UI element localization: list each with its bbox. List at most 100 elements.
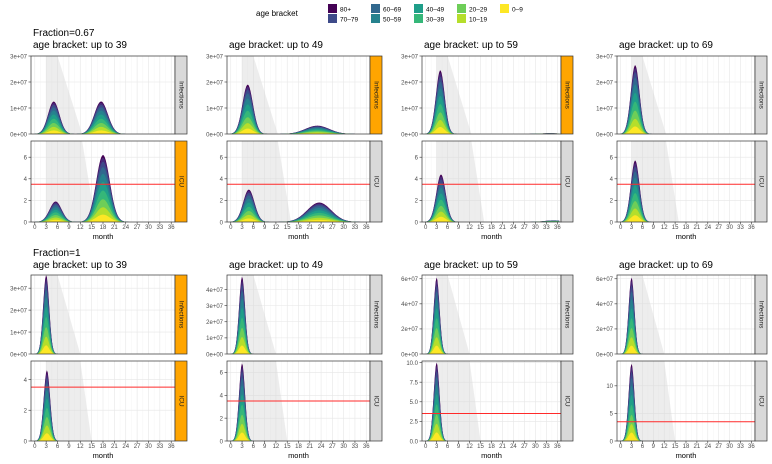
panel-r1c4-infections-areas [620, 65, 754, 134]
y-tick-label: 0 [220, 439, 224, 445]
y-tick-label: 1e+07 [206, 336, 224, 342]
y-tick-label: 0e+00 [401, 132, 419, 138]
y-tick-label: 6 [220, 156, 224, 162]
y-tick-label: 4e+07 [206, 288, 224, 294]
panel-r2c2-title: age bracket: up to 49 [229, 260, 323, 271]
y-tick-label: 0 [24, 439, 28, 445]
y-tick-label: 3e+07 [206, 54, 224, 60]
panel-r1c1: age bracket: up to 39 0e+00 1e+07 2e+07 3e+0… [10, 40, 188, 241]
y-tick-label: 0e+00 [10, 132, 28, 138]
panel-r2c1-infections-strip-label: Infections [178, 301, 185, 330]
panel-r1c1-icu-areas [34, 155, 174, 222]
area-layer-10 [425, 127, 560, 134]
area-layer-10 [620, 345, 754, 354]
legend-label: 50–59 [383, 17, 401, 24]
panel-r1c2-icu-strip [369, 140, 383, 223]
area-layer-10 [34, 214, 174, 222]
panel-r2c4-icu-strip [754, 360, 768, 442]
y-tick-label: 2e+07 [206, 320, 224, 326]
panel-r2c4-infections-strip [754, 274, 768, 355]
y-tick-label: 4 [24, 177, 28, 183]
x-tick-label: 27 [329, 444, 336, 450]
panel-r1c1-infections-strip [174, 55, 188, 135]
x-tick-label: 3 [240, 225, 244, 231]
panel-r2c3-icu-grid [422, 361, 561, 442]
y-tick-label: 3e+07 [10, 54, 28, 60]
area-layer-10 [425, 216, 560, 222]
panel-r2c3-icu-shade [436, 361, 481, 441]
legend-swatch [414, 14, 423, 23]
x-tick-label: 3 [435, 225, 439, 231]
x-tick-label: 18 [683, 444, 690, 450]
x-tick-label: 15 [477, 225, 484, 231]
panel-r2c4-infections-areas [620, 277, 754, 354]
legend-label: 40–49 [426, 7, 444, 14]
y-tick-label: 0e+00 [206, 132, 224, 138]
x-tick-label: 18 [295, 444, 302, 450]
area-layer-10 [620, 126, 754, 134]
x-tick-label: 3 [44, 225, 48, 231]
x-tick-label: 33 [737, 225, 744, 231]
x-tick-label: 0 [33, 225, 37, 231]
panel-r1c3-xlabel: month [481, 232, 502, 241]
x-tick-label: 6 [56, 225, 60, 231]
y-tick-label: 10 [606, 384, 613, 390]
panel-r2c2-infections-strip [369, 274, 383, 355]
panel-r2c4-icu-areas [620, 363, 754, 441]
area-layer-10 [34, 345, 174, 354]
x-tick-label: 30 [726, 225, 733, 231]
y-tick-label: 3e+07 [206, 304, 224, 310]
panel-r1c1-infections-areas [34, 101, 174, 134]
x-tick-label: 12 [77, 444, 84, 450]
panel-r1c1-icu-strip-label: ICU [178, 176, 185, 188]
y-tick-label: 0 [24, 220, 28, 226]
x-tick-label: 6 [641, 225, 645, 231]
x-tick-label: 18 [295, 225, 302, 231]
x-tick-label: 9 [652, 225, 656, 231]
y-tick-label: 2e+07 [596, 327, 614, 333]
y-tick-label: 10.0 [406, 361, 418, 367]
legend-swatch [500, 4, 509, 13]
panel-r2c2-infections-areas [230, 276, 369, 354]
panel-r1c2-xlabel: month [288, 232, 309, 241]
panel-r1c2-infections-strip [369, 55, 383, 135]
x-tick-label: 12 [273, 444, 280, 450]
panel-r1c3-title: age bracket: up to 59 [424, 40, 518, 51]
x-tick-label: 21 [306, 225, 313, 231]
panel-r1c4-icu-shade [631, 141, 679, 222]
x-tick-label: 9 [263, 444, 267, 450]
x-tick-label: 18 [100, 444, 107, 450]
y-tick-label: 0e+00 [401, 352, 419, 358]
y-tick-label: 0e+00 [596, 352, 614, 358]
x-tick-label: 24 [318, 444, 325, 450]
legend-label: 0–9 [512, 7, 523, 14]
area-layer-10 [230, 345, 369, 354]
y-tick-label: 2 [24, 409, 28, 415]
x-tick-label: 27 [715, 225, 722, 231]
panel-r2c2-xlabel: month [288, 451, 309, 460]
panel-r2c2-infections-shade [242, 275, 276, 354]
x-tick-label: 9 [67, 444, 71, 450]
panel-r1c2-infections-strip-label: Infections [373, 81, 380, 110]
y-tick-label: 1e+07 [401, 106, 419, 112]
legend-swatch [328, 4, 337, 13]
x-tick-label: 3 [435, 444, 439, 450]
x-tick-label: 6 [641, 444, 645, 450]
legend-label: 10–19 [469, 17, 487, 24]
x-tick-label: 24 [704, 225, 711, 231]
y-tick-label: 1e+07 [10, 106, 28, 112]
y-tick-label: 6 [610, 156, 614, 162]
x-tick-label: 21 [694, 225, 701, 231]
area-layer-9 [34, 126, 174, 134]
x-tick-label: 6 [252, 225, 256, 231]
x-tick-label: 36 [554, 225, 561, 231]
panel-r1c4-icu-strip-label: ICU [758, 176, 765, 188]
panel-r2c1-infections-areas [34, 275, 174, 354]
panel-r2c4-title: age bracket: up to 69 [619, 260, 713, 271]
panel-r1c3-icu-areas [425, 174, 560, 222]
panel-r1c3-icu-grid [422, 141, 561, 223]
y-tick-label: 0e+00 [10, 352, 28, 358]
panel-r2c3-infections-strip-label: Infections [564, 301, 571, 330]
